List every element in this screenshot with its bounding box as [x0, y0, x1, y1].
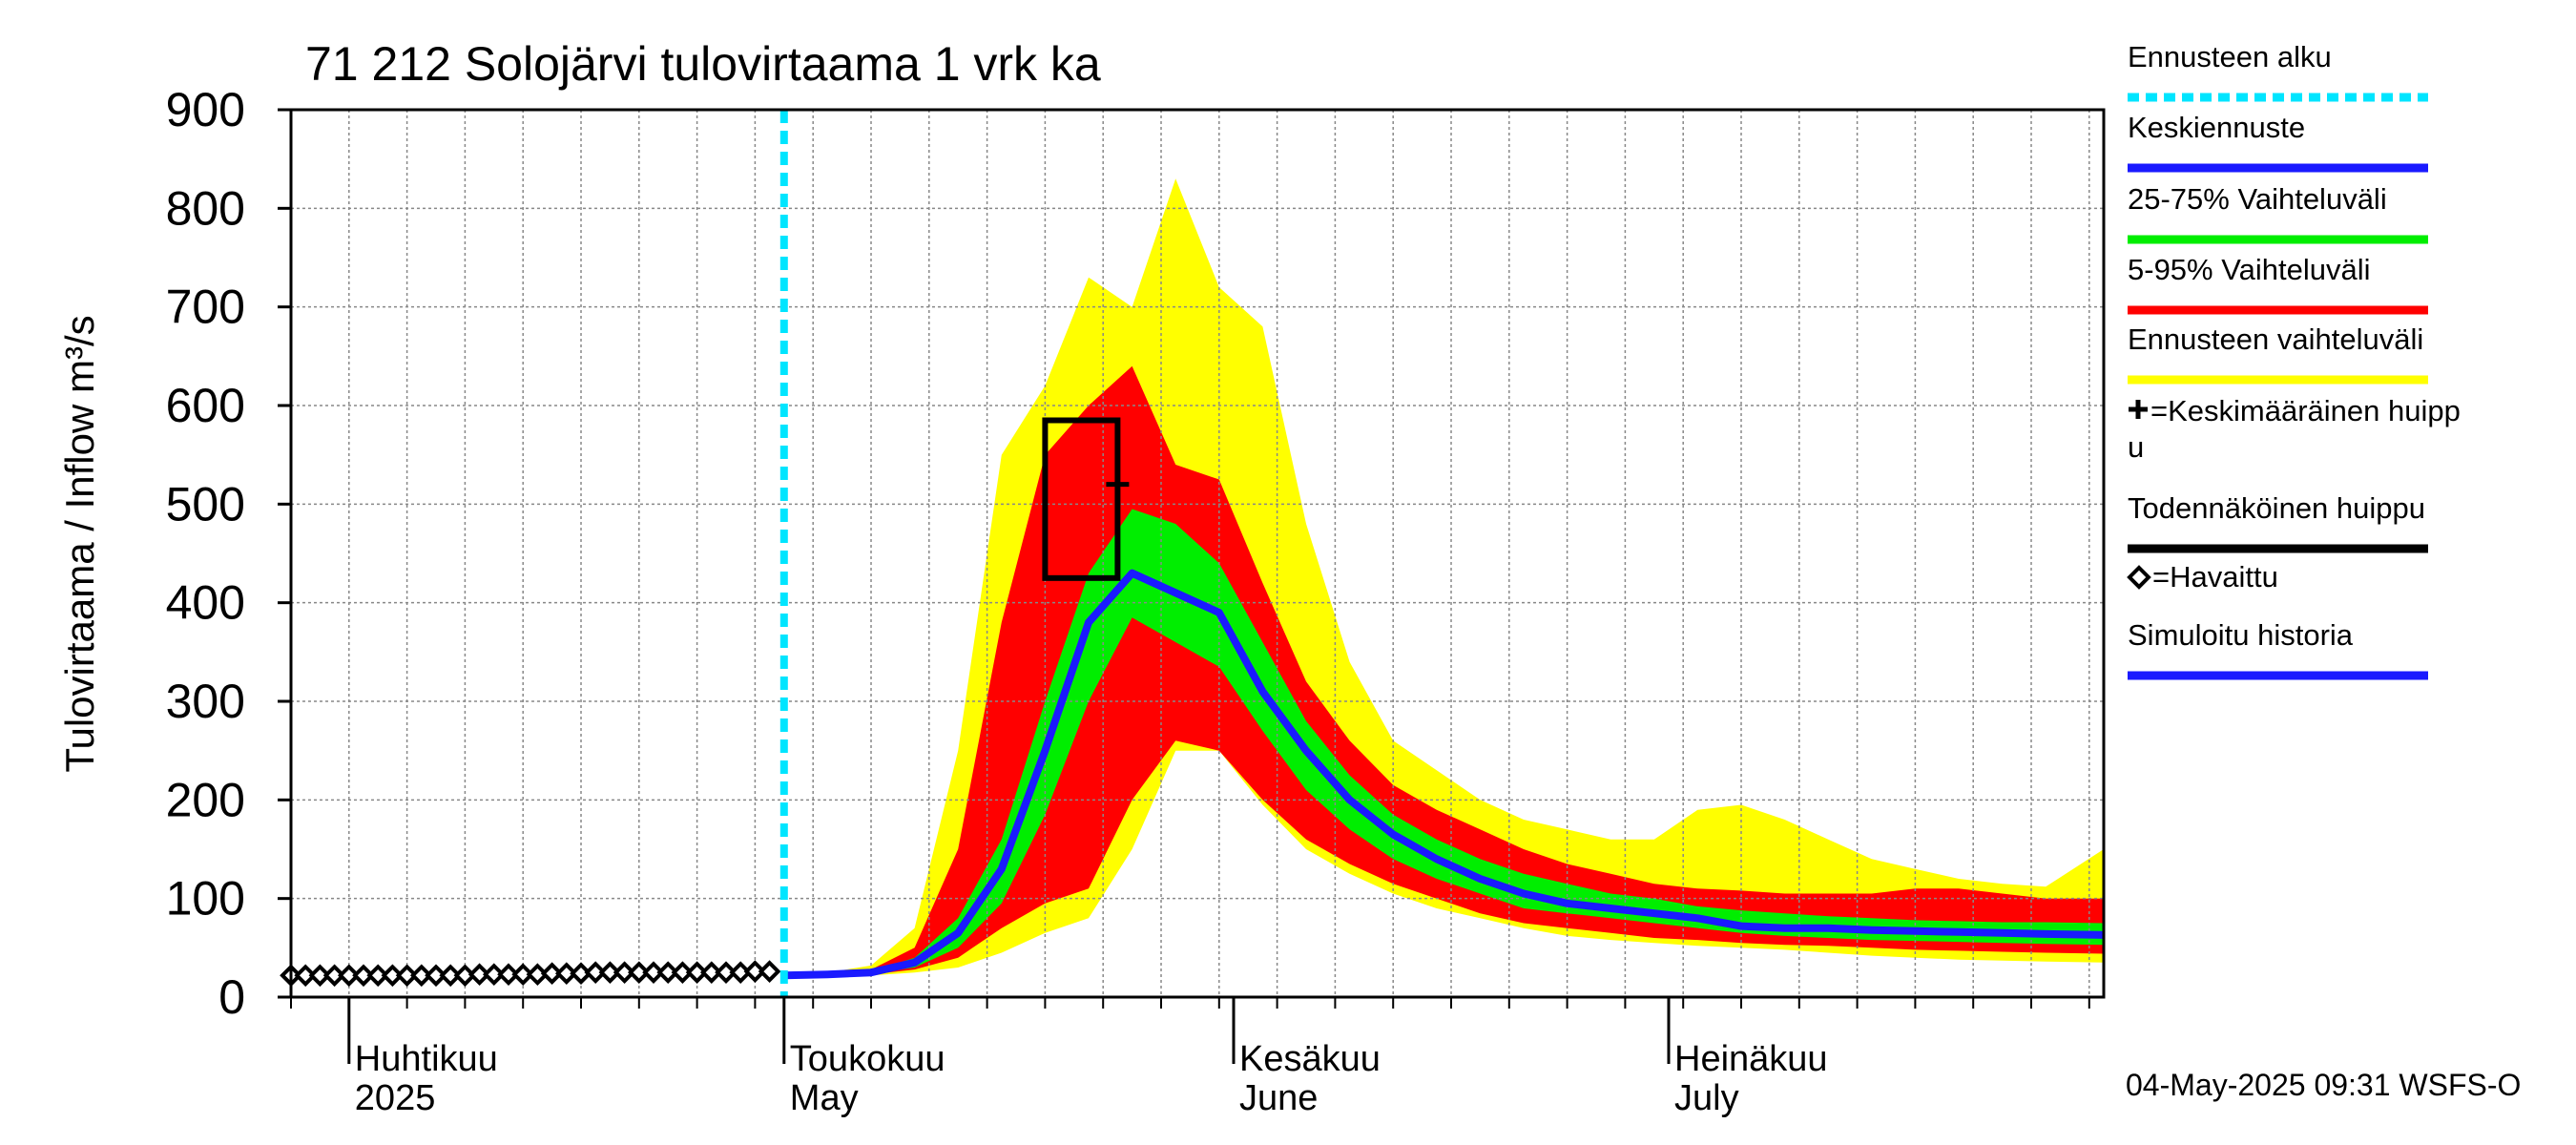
observed-point	[598, 961, 622, 984]
legend-label: Simuloitu historia	[2128, 618, 2354, 652]
chart-title: 71 212 Solojärvi tulovirtaama 1 vrk ka	[305, 37, 1101, 91]
legend: Ennusteen alku Keskiennuste 25-75% Vaihtel…	[2127, 40, 2461, 680]
legend-diamond-icon	[2127, 565, 2151, 590]
observed-point	[656, 961, 680, 984]
y-tick-label: 500	[166, 477, 245, 531]
legend-label-continued: u	[2128, 430, 2144, 464]
y-tick-label: 600	[166, 379, 245, 432]
legend-label: 5-95% Vaihteluväli	[2128, 253, 2370, 286]
observed-point	[699, 961, 723, 984]
probable-peak-box	[1042, 417, 1121, 581]
x-month-sublabel: May	[790, 1078, 859, 1118]
legend-label: Todennäköinen huippu	[2128, 491, 2425, 525]
legend-item: Ennusteen vaihteluväli	[2128, 323, 2428, 385]
observed-point	[540, 962, 564, 986]
legend-item: =Keskimääräinen huippu	[2128, 394, 2461, 464]
y-tick-label: 100	[166, 872, 245, 926]
observed-point	[366, 964, 390, 988]
legend-item: 25-75% Vaihteluväli	[2128, 182, 2428, 244]
observed-point	[294, 964, 318, 988]
y-axis-label: Tulovirtaama / Inflow m³/s	[57, 315, 102, 772]
plot-area	[280, 109, 2105, 998]
observed-point	[685, 961, 709, 984]
legend-item: Todennäköinen huippu	[2128, 491, 2428, 553]
legend-label: =Keskimääräinen huipp	[2150, 394, 2461, 427]
axes: 0 100 200 300 400 500 600 700 800 900 Huhtikuu2025…	[166, 83, 2106, 1118]
plot-frame	[289, 108, 2106, 999]
observed-point	[425, 964, 447, 988]
legend-label: Ennusteen alku	[2128, 40, 2332, 73]
x-month-label: Heinäkuu	[1674, 1039, 1828, 1079]
y-tick-label: 800	[166, 181, 245, 235]
x-month-label: Toukokuu	[790, 1039, 945, 1079]
legend-item: =Havaittu	[2127, 560, 2278, 593]
legend-label: =Havaittu	[2152, 560, 2278, 593]
observed-point	[743, 960, 767, 983]
observed-point	[308, 964, 332, 988]
legend-label: Ennusteen vaihteluväli	[2128, 323, 2423, 356]
legend-item: Simuloitu historia	[2128, 618, 2428, 680]
legend-label: Keskiennuste	[2128, 111, 2305, 144]
observed-point	[337, 964, 361, 988]
legend-plus-icon	[2129, 400, 2148, 419]
band-25-75	[783, 509, 2104, 976]
observed-point	[395, 964, 419, 988]
footer-timestamp: 04-May-2025 09:31 WSFS-O	[2126, 1068, 2521, 1102]
observed-point	[642, 961, 665, 984]
observed-series	[280, 960, 781, 988]
mean-peak-marker	[1106, 472, 1130, 496]
y-tick-label: 0	[218, 970, 245, 1024]
y-tick-label: 200	[166, 773, 245, 826]
mean-forecast-line	[783, 569, 2105, 980]
y-tick-label: 700	[166, 281, 245, 334]
legend-item: Ennusteen alku	[2128, 40, 2428, 102]
x-month-sublabel: July	[1674, 1078, 1739, 1118]
y-tick-label: 300	[166, 675, 245, 728]
x-month-label: Kesäkuu	[1239, 1039, 1381, 1079]
observed-point	[554, 962, 578, 986]
band-5-95	[783, 365, 2104, 976]
observed-point	[381, 964, 405, 988]
grid-lines	[291, 109, 2104, 998]
x-month-sublabel: 2025	[355, 1078, 436, 1118]
legend-item: 5-95% Vaihteluväli	[2128, 253, 2428, 315]
observed-point	[439, 964, 463, 988]
observed-point	[715, 961, 737, 984]
y-tick-label: 900	[166, 83, 245, 136]
x-month-label: Huhtikuu	[355, 1039, 498, 1079]
observed-point	[511, 963, 535, 987]
legend-item: Keskiennuste	[2128, 111, 2428, 173]
observed-point	[482, 963, 506, 987]
observed-point	[758, 960, 781, 983]
observed-point	[671, 961, 695, 984]
observed-point	[409, 964, 433, 988]
y-tick-label: 400	[166, 576, 245, 630]
observed-point	[352, 964, 375, 988]
observed-point	[627, 961, 651, 984]
observed-point	[584, 961, 608, 984]
x-month-sublabel: June	[1239, 1078, 1318, 1118]
observed-point	[467, 963, 491, 987]
observed-point	[613, 961, 636, 984]
legend-label: 25-75% Vaihteluväli	[2128, 182, 2387, 216]
observed-point	[497, 963, 520, 987]
observed-point	[322, 964, 346, 988]
